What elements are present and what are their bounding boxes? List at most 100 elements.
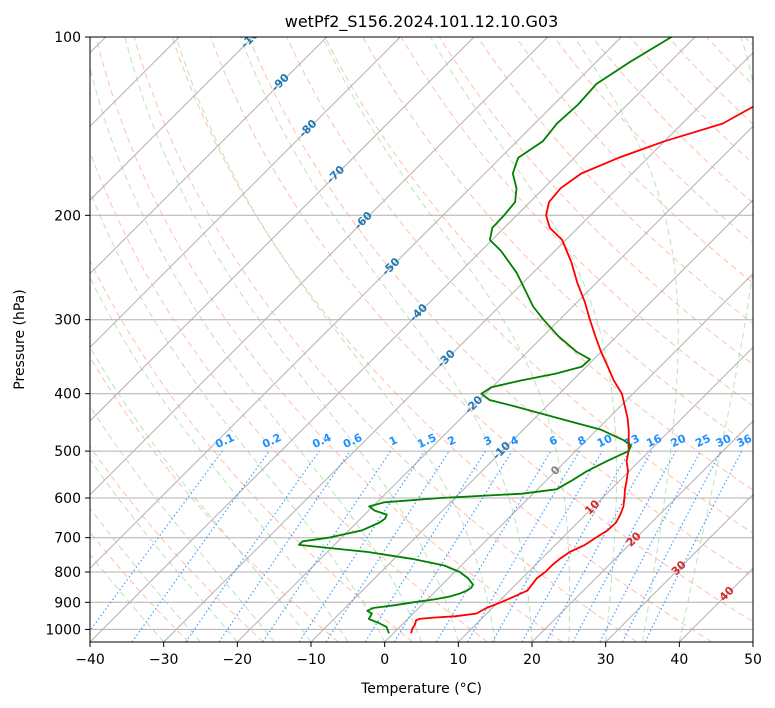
moist-adiabat bbox=[90, 458, 238, 642]
isotherm-line bbox=[310, 199, 753, 642]
mixing-ratio-line bbox=[131, 450, 270, 642]
mixing-ratio-label: 20 bbox=[669, 432, 689, 450]
x-tick-label: −30 bbox=[149, 652, 179, 668]
mixing-ratio-label: 0.2 bbox=[260, 431, 283, 451]
mixing-ratio-line bbox=[491, 450, 603, 642]
x-tick-label: −40 bbox=[75, 652, 105, 668]
dry-adiabat bbox=[90, 445, 264, 642]
x-tick-label: 20 bbox=[523, 652, 541, 668]
moist-adiabat bbox=[90, 65, 422, 642]
isotherm-line bbox=[605, 493, 753, 642]
mixing-ratio-label: 13 bbox=[622, 432, 641, 450]
mixing-ratio-line bbox=[435, 450, 552, 642]
dry-adiabat bbox=[90, 531, 190, 642]
x-tick-label: 10 bbox=[449, 652, 467, 668]
mixing-ratio-line bbox=[185, 450, 320, 642]
y-tick-label: 300 bbox=[54, 313, 81, 329]
moist-adiabat bbox=[574, 37, 679, 642]
mixing-ratio-label: 36 bbox=[735, 432, 755, 450]
dry-adiabat bbox=[515, 37, 753, 284]
dry-adiabat bbox=[171, 37, 712, 642]
mixing-ratio-line bbox=[521, 450, 631, 642]
mixing-ratio-label: 10 bbox=[595, 432, 615, 450]
y-tick-label: 900 bbox=[54, 595, 81, 611]
isotherm-line bbox=[384, 272, 753, 642]
dry-adiabat bbox=[591, 37, 753, 204]
x-tick-label: −10 bbox=[296, 652, 326, 668]
axes: −40 −30 −20 −10 0 10 20 30 40 5010020030040050060… bbox=[45, 30, 762, 668]
x-tick-label: 0 bbox=[380, 652, 389, 668]
dry-adiabat bbox=[668, 37, 753, 125]
isotherm-line bbox=[90, 37, 696, 642]
moist-adiabat bbox=[90, 345, 312, 642]
isotherm-line bbox=[90, 37, 254, 201]
isotherm-line bbox=[531, 420, 753, 642]
moist-adiabat bbox=[239, 37, 533, 642]
dry-adiabat bbox=[400, 37, 753, 407]
mixing-ratio-line bbox=[466, 450, 580, 642]
x-tick-label: −20 bbox=[223, 652, 253, 668]
dry-adiabat bbox=[133, 37, 638, 642]
mixing-ratio-label: 25 bbox=[693, 432, 712, 450]
isotherm-line bbox=[90, 37, 328, 275]
isotherm-line bbox=[678, 567, 753, 642]
moist-adiabat bbox=[90, 507, 201, 642]
moist-adiabat bbox=[322, 37, 571, 642]
y-tick-label: 800 bbox=[54, 565, 81, 581]
isotherm-label: -60 bbox=[352, 209, 375, 232]
y-axis-title: Pressure (hPa) bbox=[12, 289, 28, 389]
dry-adiabat bbox=[248, 37, 753, 578]
mixing-ratio-label: 0.4 bbox=[310, 431, 333, 451]
isotherm-line bbox=[163, 51, 753, 642]
dry-adiabat bbox=[477, 37, 753, 325]
mixing-ratio-label: 16 bbox=[644, 432, 664, 450]
mixing-ratio-line bbox=[364, 450, 486, 642]
dry-adiabat bbox=[553, 37, 753, 244]
moist-adiabat bbox=[430, 37, 617, 642]
mixing-ratio-line bbox=[393, 450, 513, 642]
sounding-profiles bbox=[298, 37, 753, 634]
moist-adiabat bbox=[90, 276, 349, 642]
mixing-ratio-label: 1 bbox=[387, 433, 399, 448]
x-tick-label: 40 bbox=[670, 652, 688, 668]
isotherm-line bbox=[90, 37, 475, 422]
mixing-ratio-label: 2 bbox=[446, 433, 458, 448]
isotherm-line bbox=[752, 641, 753, 642]
mixing-ratio-line bbox=[325, 450, 450, 642]
moist-adiabat bbox=[90, 553, 165, 642]
dry-adiabat bbox=[90, 259, 414, 642]
dewpoint-line bbox=[298, 37, 672, 634]
dry-adiabat bbox=[210, 37, 753, 623]
y-tick-label: 600 bbox=[54, 491, 81, 507]
y-tick-label: 400 bbox=[54, 387, 81, 403]
chart-title: wetPf2_S156.2024.101.12.10.G03 bbox=[285, 12, 559, 32]
dry-adiabat bbox=[95, 37, 563, 642]
isotherm-line bbox=[236, 125, 753, 642]
isotherm-line bbox=[90, 37, 549, 496]
background-lines bbox=[90, 37, 753, 642]
isotherm-line bbox=[90, 37, 401, 349]
mixing-ratio-line bbox=[572, 450, 677, 642]
y-tick-label: 100 bbox=[54, 30, 81, 46]
x-tick-label: 50 bbox=[744, 652, 762, 668]
mixing-ratio-label: 0.6 bbox=[341, 431, 364, 451]
moist-adiabat bbox=[90, 189, 386, 642]
y-tick-label: 200 bbox=[54, 208, 81, 224]
isopleth-labels: -100-90-80-70-60-50-40-30-20-10010203040… bbox=[213, 37, 755, 604]
dry-adiabat bbox=[90, 356, 339, 642]
mixing-ratio-label: 0.1 bbox=[213, 431, 236, 451]
dry-adiabat bbox=[629, 37, 753, 165]
x-axis-title: Temperature (°C) bbox=[360, 681, 482, 697]
mixing-ratio-line bbox=[545, 450, 653, 642]
mixing-ratio-line bbox=[90, 450, 223, 632]
plot-frame bbox=[89, 36, 754, 643]
isotherm-line bbox=[90, 37, 622, 570]
moist-adiabat bbox=[90, 405, 275, 642]
mixing-ratio-line bbox=[599, 450, 702, 642]
dry-adiabat bbox=[90, 150, 488, 642]
temperature-line bbox=[410, 105, 753, 634]
mixing-ratio-label: 3 bbox=[482, 433, 494, 448]
mixing-ratio-label: 6 bbox=[547, 433, 560, 448]
moist-adiabat bbox=[175, 37, 496, 642]
